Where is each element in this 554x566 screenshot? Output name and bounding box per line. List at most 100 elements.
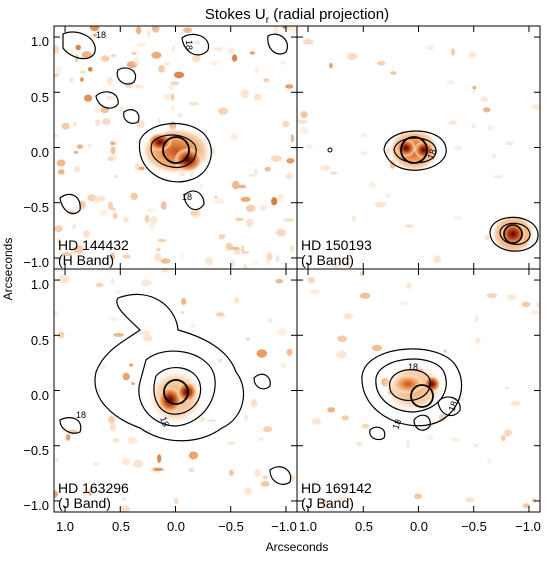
x-axis-label: Arcseconds — [266, 540, 329, 554]
noise-speckle — [480, 96, 489, 103]
noise-speckle — [76, 144, 84, 149]
noise-speckle — [300, 111, 308, 119]
noise-speckle — [173, 71, 185, 79]
noise-speckle — [263, 78, 270, 83]
noise-speckle — [234, 297, 240, 304]
noise-speckle — [280, 60, 286, 65]
noise-speckle — [57, 237, 61, 245]
noise-speckle — [531, 104, 540, 110]
noise-speckle — [55, 65, 62, 75]
noise-speckle — [214, 195, 218, 200]
noise-speckle — [237, 184, 247, 189]
noise-speckle — [360, 151, 369, 156]
contour-label: 18 — [182, 192, 192, 202]
noise-speckle — [283, 217, 294, 223]
noise-speckle — [129, 363, 134, 367]
noise-speckle — [211, 148, 216, 156]
noise-speckle — [254, 260, 259, 265]
noise-speckle — [160, 258, 171, 264]
noise-speckle — [79, 77, 84, 82]
noise-speckle — [359, 292, 371, 299]
noise-speckle — [240, 196, 251, 202]
noise-speckle — [406, 439, 410, 449]
noise-speckle — [199, 183, 204, 189]
y-tick-label: 0.0 — [31, 388, 49, 403]
noise-speckle — [113, 332, 124, 337]
noise-speckle — [267, 317, 273, 324]
noise-speckle — [249, 51, 256, 55]
noise-speckle — [80, 70, 86, 74]
noise-speckle — [150, 216, 158, 225]
noise-speckle — [500, 434, 506, 442]
noise-speckle — [240, 89, 250, 99]
panel-label-band: (H Band) — [58, 252, 114, 268]
x-tick-label: −0.5 — [218, 519, 244, 534]
x-tick-label: −0.5 — [461, 519, 487, 534]
x-tick-label: 1.0 — [56, 519, 74, 534]
noise-speckle — [69, 76, 74, 83]
noise-speckle — [510, 401, 521, 406]
panel-frames — [53, 25, 541, 513]
noise-speckle — [157, 238, 167, 243]
noise-speckle — [369, 181, 377, 190]
noise-speckle — [147, 208, 156, 213]
noise-speckle — [171, 45, 175, 52]
noise-speckle — [88, 490, 92, 496]
noise-speckle — [122, 372, 130, 381]
contour-label: 18 — [408, 362, 418, 372]
noise-speckle — [141, 279, 152, 287]
noise-speckle — [465, 497, 475, 503]
y-tick-label: −0.5 — [23, 443, 49, 458]
noise-speckle — [139, 330, 151, 335]
noise-speckle — [426, 45, 435, 51]
noise-speckle — [343, 313, 353, 320]
noise-speckle — [153, 467, 164, 471]
contour-label: 18 — [425, 148, 438, 161]
y-tick-label: 1.0 — [31, 34, 49, 49]
noise-speckle — [307, 276, 315, 284]
noise-speckle — [319, 499, 329, 505]
noise-speckle — [61, 122, 70, 130]
noise-speckle — [131, 382, 135, 386]
noise-speckle — [192, 53, 201, 63]
noise-speckle — [487, 125, 494, 131]
noise-speckle — [214, 199, 225, 204]
noise-speckle — [472, 89, 476, 94]
noise-speckle — [254, 66, 259, 74]
noise-speckle — [254, 168, 258, 176]
noise-speckle — [100, 55, 110, 62]
noise-speckle — [522, 503, 531, 509]
noise-speckle — [56, 159, 66, 167]
noise-speckle — [482, 107, 491, 113]
noise-speckle — [54, 44, 60, 54]
noise-speckle — [227, 47, 235, 55]
panel-label-band: (J Band) — [301, 252, 354, 268]
noise-speckle — [264, 166, 271, 172]
noise-speckle — [110, 54, 117, 58]
contour-label: 18 — [184, 40, 194, 50]
y-tick-label: −1.0 — [23, 255, 49, 270]
noise-speckle — [356, 441, 363, 446]
noise-speckle — [170, 81, 180, 86]
noise-speckle — [218, 107, 229, 115]
noise-speckle — [161, 269, 169, 273]
noise-speckle — [336, 350, 347, 359]
noise-speckle — [374, 201, 386, 208]
noise-speckle — [265, 258, 270, 265]
x-tick-label: −1.0 — [515, 519, 541, 534]
noise-speckle — [305, 144, 314, 150]
noise-speckle — [504, 386, 510, 390]
y-tick-label: 0.5 — [31, 333, 49, 348]
noise-speckle — [472, 86, 477, 90]
noise-speckle — [290, 134, 294, 143]
noise-speckle — [181, 297, 187, 306]
noise-speckle — [529, 309, 540, 315]
noise-speckle — [170, 93, 175, 101]
noise-speckle — [106, 76, 114, 85]
noise-speckle — [180, 311, 184, 314]
noise-speckle — [136, 26, 142, 35]
noise-speckle — [59, 274, 70, 284]
noise-speckle — [95, 195, 106, 202]
panel-label-name: HD 163296 — [58, 480, 129, 496]
noise-speckle — [157, 118, 161, 123]
